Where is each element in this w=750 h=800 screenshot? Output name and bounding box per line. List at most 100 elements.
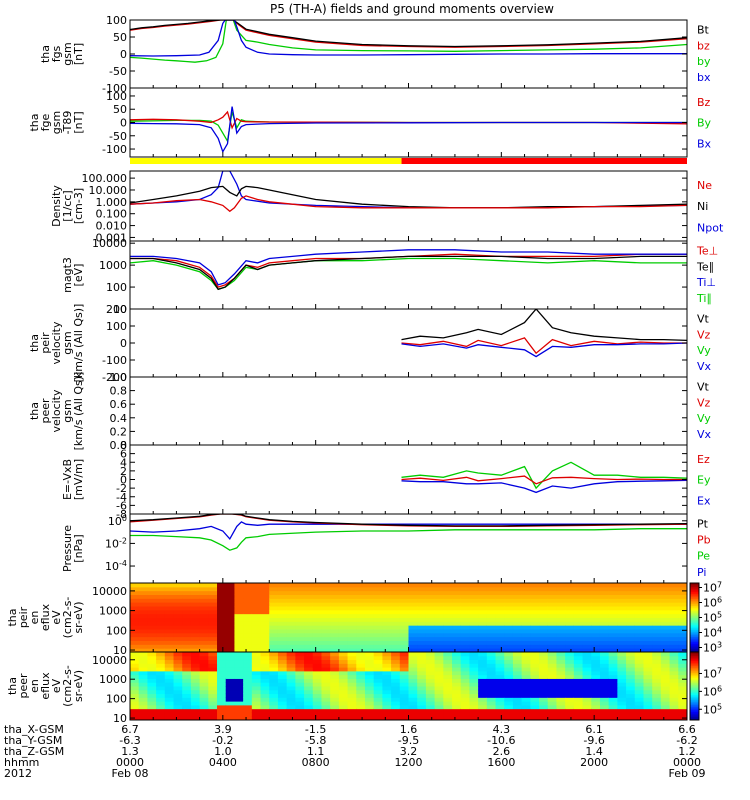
- spectrogram-cell: [634, 704, 644, 710]
- colorbar-cell: [690, 669, 699, 672]
- spectrogram-cell: [156, 659, 166, 664]
- spectrogram-cell: [434, 701, 444, 706]
- spectrogram-cell: [399, 716, 409, 720]
- spectrogram-cell: [678, 636, 687, 641]
- spectrogram-cell: [373, 583, 383, 588]
- spectrogram-cell: [190, 663, 201, 668]
- spectrogram-cell: [486, 636, 497, 641]
- spectrogram-cell: [304, 682, 314, 687]
- spectrogram-cell: [147, 682, 157, 687]
- spectrogram-cell: [260, 602, 270, 607]
- spectrogram-cell: [208, 659, 218, 664]
- spectrogram-cell: [156, 644, 166, 649]
- spectrogram-cell: [321, 632, 331, 638]
- spectrogram-cell: [225, 689, 235, 695]
- spectrogram-cell: [190, 640, 201, 645]
- spectrogram-cell: [443, 712, 453, 717]
- spectrogram-cell: [217, 670, 227, 676]
- spectrogram-cell: [286, 590, 296, 595]
- spectrogram-cell: [452, 682, 462, 687]
- spectrogram-cell: [147, 598, 157, 603]
- spectrogram-cell: [295, 652, 305, 657]
- spectrogram-cell: [495, 648, 505, 652]
- spectrogram-cell: [512, 682, 523, 687]
- spectrogram-cell: [338, 609, 349, 615]
- spectrogram-cell: [669, 586, 679, 592]
- spectrogram-cell: [277, 659, 288, 664]
- spectrogram-cell: [530, 678, 540, 683]
- spectrogram-cell: [425, 678, 436, 683]
- spectrogram-cell: [382, 667, 392, 672]
- spectrogram-cell: [634, 644, 644, 649]
- spectrogram-cell: [330, 613, 340, 618]
- spectrogram-cell: [678, 617, 687, 622]
- spectrogram-cell: [408, 621, 418, 626]
- spectrogram-cell: [608, 594, 618, 599]
- spectrogram-cell: [190, 674, 201, 679]
- spectrogram-cell: [330, 693, 340, 698]
- spectrogram-cell: [173, 652, 183, 657]
- spectrogram-cell: [599, 606, 610, 611]
- spectrogram-cell: [478, 602, 488, 607]
- spectrogram-cell: [260, 678, 270, 683]
- spectrogram-cell: [182, 708, 192, 713]
- colorbar-cell: [690, 679, 699, 682]
- y-tick-label-3: 10: [113, 712, 127, 725]
- spectrogram-cell: [269, 613, 279, 618]
- spectrogram-cell: [243, 583, 253, 588]
- spectrogram-cell: [173, 606, 183, 611]
- spectrogram-cell: [217, 667, 227, 672]
- spectrogram-cell: [608, 655, 618, 661]
- spectrogram-cell: [469, 632, 479, 638]
- spectrogram-cell: [486, 625, 497, 630]
- spectrogram-cell: [539, 674, 549, 679]
- spectrogram-cell: [547, 689, 557, 695]
- spectrogram-cell: [130, 625, 140, 630]
- spectrogram-cell: [147, 708, 157, 713]
- spectrogram-cell: [617, 693, 627, 698]
- spectrogram-cell: [512, 606, 523, 611]
- spectrogram-cell: [678, 621, 687, 626]
- spectrogram-cell: [486, 586, 497, 592]
- spectrogram-cell: [660, 609, 671, 615]
- spectrogram-cell: [190, 648, 201, 652]
- spectrogram-cell: [330, 689, 340, 695]
- spectrogram-cell: [391, 716, 401, 720]
- spectrogram-cell: [356, 644, 366, 649]
- spectrogram-cell: [251, 606, 262, 611]
- spectrogram-cell: [504, 682, 514, 687]
- spectrogram-cell: [147, 625, 157, 630]
- spectrogram-cell: [486, 697, 497, 702]
- spectrogram-cell: [147, 586, 157, 592]
- spectrogram-cell: [643, 629, 653, 634]
- spectrogram-cell: [565, 670, 575, 676]
- spectrogram-cell: [312, 632, 322, 638]
- spectrogram-cell: [660, 686, 671, 691]
- spectrogram-cell: [208, 652, 218, 657]
- spectrogram-cell: [251, 655, 262, 661]
- spectrogram-cell: [330, 594, 340, 599]
- spectrogram-cell: [164, 640, 175, 645]
- colorbar-cell: [690, 629, 699, 632]
- spectrogram-cell: [608, 621, 618, 626]
- colorbar-cell: [690, 600, 699, 603]
- spectrogram-cell: [312, 659, 322, 664]
- spectrogram-cell: [347, 712, 357, 717]
- spectrogram-cell: [208, 682, 218, 687]
- spectrogram-cell: [652, 594, 662, 599]
- spectrogram-cell: [251, 621, 262, 626]
- spectrogram-cell: [260, 670, 270, 676]
- spectrogram-cell: [617, 674, 627, 679]
- spectrogram-cell: [573, 704, 584, 710]
- spectrogram-cell: [512, 655, 523, 661]
- spectrogram-cell: [573, 674, 584, 679]
- spectrogram-cell: [626, 693, 636, 698]
- spectrogram-cell: [547, 704, 557, 710]
- spectrogram-cell: [156, 636, 166, 641]
- y-axis-label-peerspec: thapeerenefluxeV(cm2-s-sr-eV): [6, 665, 85, 707]
- spectrogram-cell: [669, 693, 679, 698]
- spectrogram-cell: [304, 716, 314, 720]
- spectrogram-cell: [591, 625, 601, 630]
- spectrogram-cell: [573, 586, 584, 592]
